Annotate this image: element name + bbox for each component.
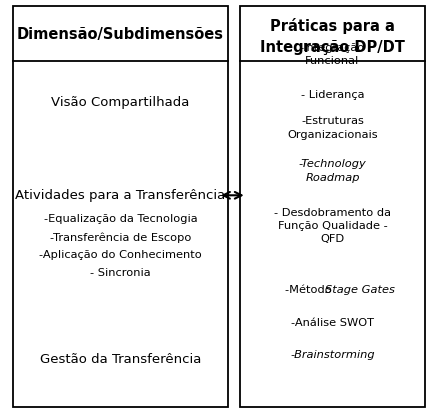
Text: Atividades para a Transferência: Atividades para a Transferência: [15, 189, 226, 202]
Text: -Estruturas
Organizacionais: -Estruturas Organizacionais: [287, 116, 378, 140]
Text: - Liderança: - Liderança: [301, 89, 364, 100]
Text: -Integração
Funcional: -Integração Funcional: [300, 43, 365, 66]
Text: -Brainstorming: -Brainstorming: [290, 350, 375, 360]
Text: Gestão da Transferência: Gestão da Transferência: [40, 353, 201, 365]
Text: - Desdobramento da
Função Qualidade -
QFD: - Desdobramento da Função Qualidade - QF…: [274, 208, 391, 244]
Text: -Análise SWOT: -Análise SWOT: [291, 318, 374, 328]
Text: -Método: -Método: [285, 285, 335, 295]
Text: - Sincronia: - Sincronia: [90, 268, 151, 278]
Text: -Equalização da Tecnologia: -Equalização da Tecnologia: [44, 214, 197, 224]
Text: -Aplicação do Conhecimento: -Aplicação do Conhecimento: [39, 250, 202, 260]
Text: Dimensão/Subdimensões: Dimensão/Subdimensões: [17, 27, 224, 42]
Text: Práticas para a
Integração DP/DT: Práticas para a Integração DP/DT: [260, 18, 405, 55]
Text: -Technology
Roadmap: -Technology Roadmap: [299, 159, 366, 183]
Bar: [240, 6, 425, 407]
Bar: [13, 6, 228, 407]
Text: Visão Compartilhada: Visão Compartilhada: [51, 97, 190, 109]
Text: -Transferência de Escopo: -Transferência de Escopo: [50, 232, 191, 243]
Text: Stage Gates: Stage Gates: [325, 285, 395, 295]
